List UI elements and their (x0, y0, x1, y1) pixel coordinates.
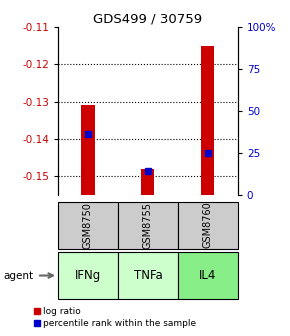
Text: GSM8750: GSM8750 (83, 202, 93, 249)
Bar (178, 252, 238, 299)
Title: GDS499 / 30759: GDS499 / 30759 (93, 13, 202, 26)
Text: GSM8755: GSM8755 (143, 202, 153, 249)
Text: IFNg: IFNg (75, 269, 101, 282)
Legend: log ratio, percentile rank within the sample: log ratio, percentile rank within the sa… (34, 307, 197, 328)
Bar (81, 105, 95, 195)
Text: agent: agent (3, 270, 33, 281)
Bar (58, 202, 118, 249)
Text: GSM8760: GSM8760 (203, 202, 213, 249)
Bar (118, 202, 178, 249)
Bar (178, 202, 238, 249)
Text: IL4: IL4 (199, 269, 217, 282)
Bar (141, 169, 155, 195)
Bar (118, 252, 178, 299)
Text: TNFa: TNFa (133, 269, 162, 282)
Bar (58, 252, 118, 299)
Bar (201, 46, 214, 195)
